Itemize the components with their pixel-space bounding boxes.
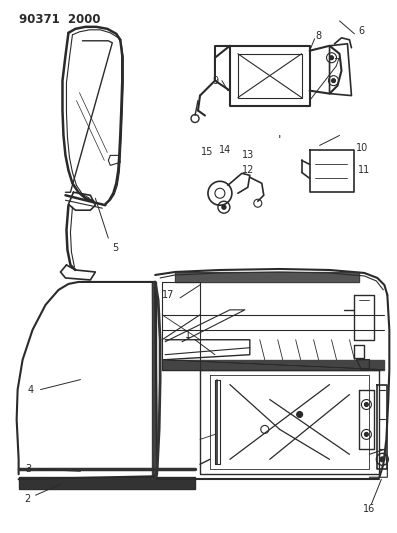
Circle shape [297, 411, 303, 417]
Polygon shape [162, 360, 384, 370]
Circle shape [330, 56, 333, 60]
Polygon shape [19, 477, 195, 489]
Circle shape [364, 432, 368, 437]
Text: 12: 12 [242, 165, 254, 175]
Text: 11: 11 [358, 165, 370, 175]
Text: 16: 16 [363, 504, 376, 514]
Text: 1: 1 [185, 330, 191, 340]
Polygon shape [175, 272, 359, 282]
Text: 4: 4 [27, 385, 34, 394]
Text: 5: 5 [112, 243, 118, 253]
Text: 15: 15 [201, 148, 213, 157]
Text: 8: 8 [316, 31, 322, 41]
Text: ': ' [278, 134, 281, 147]
Text: 3: 3 [25, 464, 32, 474]
Text: 9: 9 [212, 76, 218, 86]
Text: 14: 14 [219, 146, 231, 156]
Text: 10: 10 [356, 143, 368, 154]
Text: 6: 6 [358, 26, 364, 36]
Text: 7: 7 [333, 58, 340, 68]
Circle shape [331, 79, 335, 83]
Polygon shape [152, 282, 156, 479]
Text: 17: 17 [162, 290, 174, 300]
Circle shape [380, 457, 385, 462]
Circle shape [222, 205, 226, 209]
Text: 2: 2 [25, 494, 31, 504]
Text: 13: 13 [242, 150, 254, 160]
Circle shape [364, 402, 368, 407]
Text: 90371  2000: 90371 2000 [19, 13, 100, 26]
